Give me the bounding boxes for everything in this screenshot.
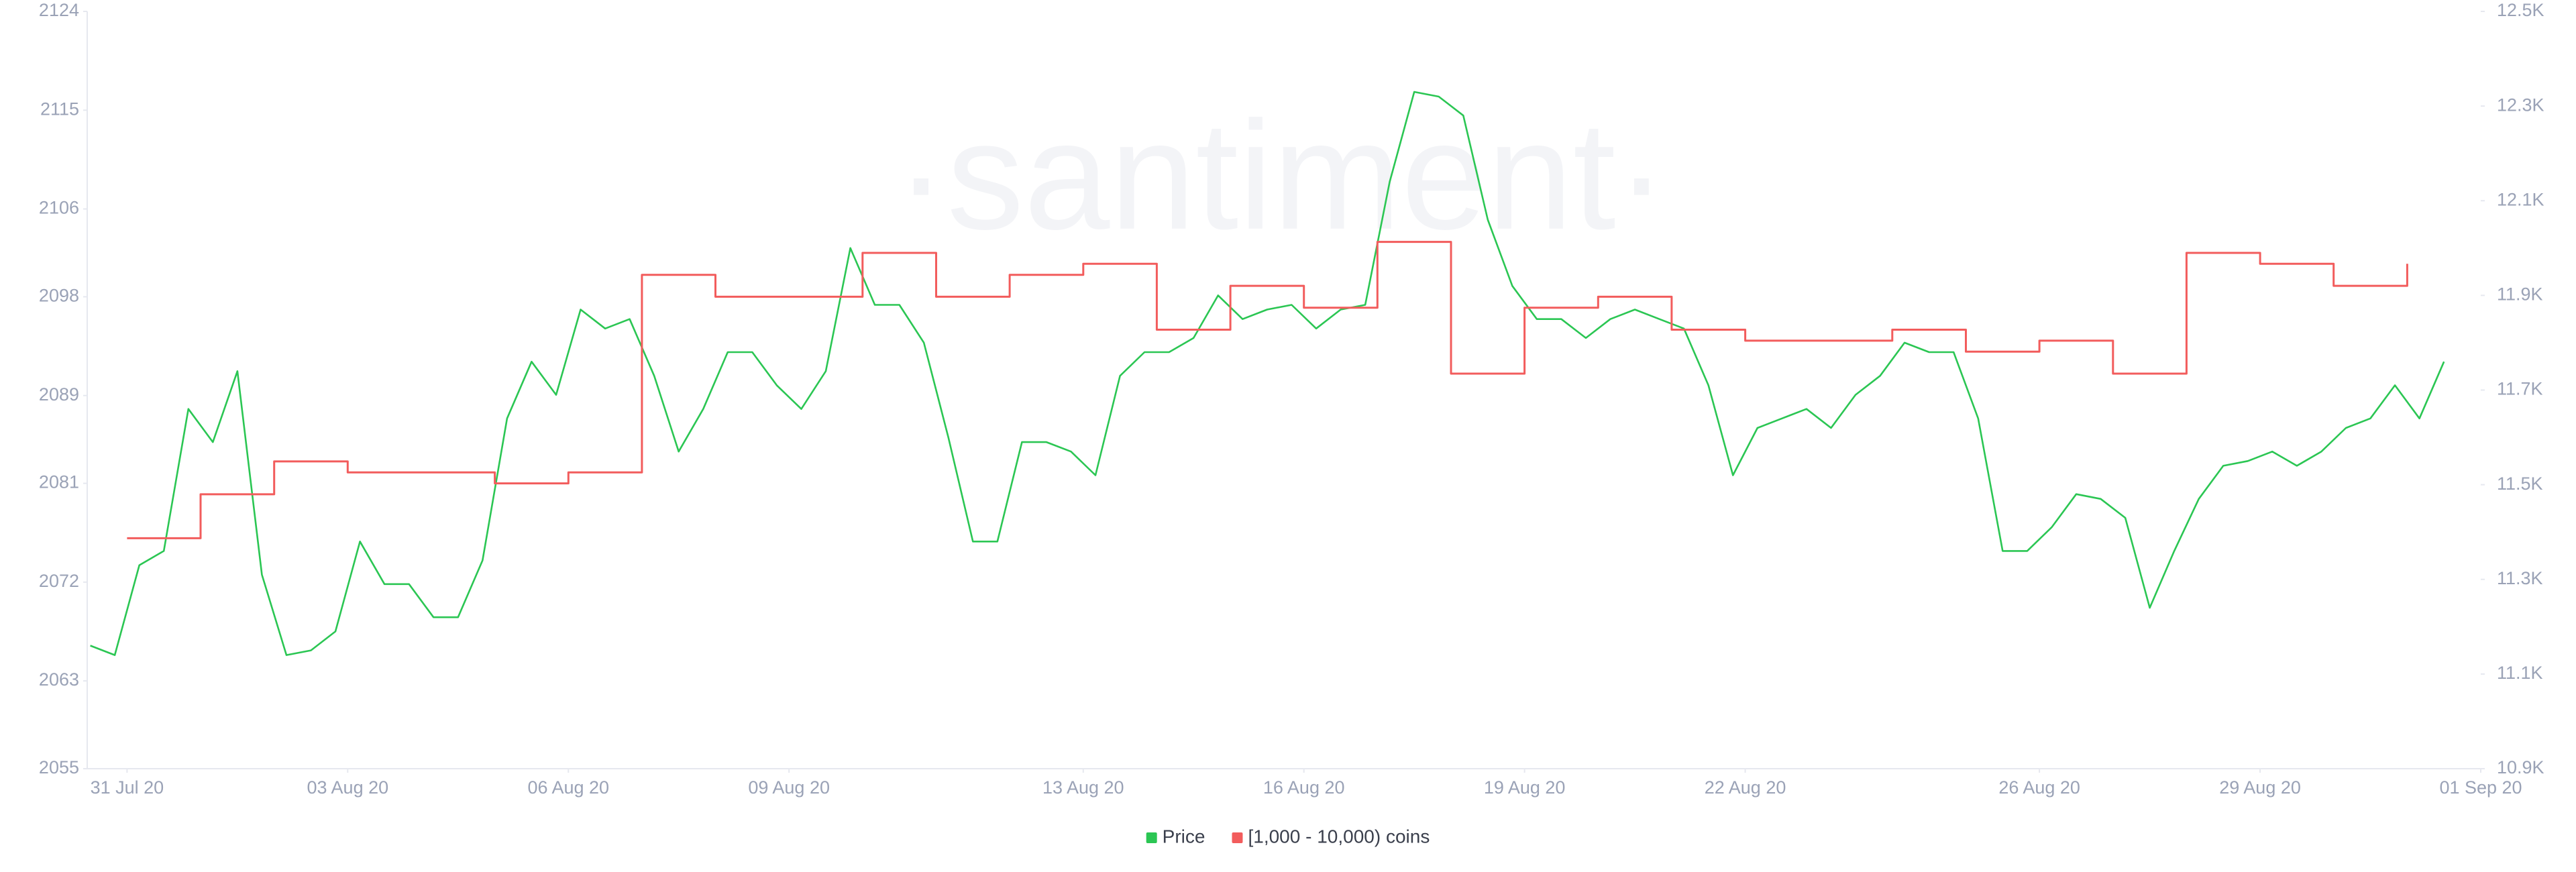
x-tick-label: 31 Jul 20 <box>91 777 164 798</box>
x-tick-label: 13 Aug 20 <box>1042 777 1124 798</box>
y2-tick-label: 12.3K <box>2497 95 2544 115</box>
y2-tick-label: 12.5K <box>2497 0 2544 20</box>
y2-tick-label: 11.9K <box>2497 284 2543 305</box>
legend: Price [1,000 - 10,000) coins <box>1146 826 1430 847</box>
y-tick-label: 2055 <box>39 757 79 777</box>
y-tick-label: 2072 <box>39 571 79 591</box>
x-tick-label: 29 Aug 20 <box>2219 777 2301 798</box>
legend-swatch <box>1232 832 1243 843</box>
x-tick-label: 01 Sep 20 <box>2439 777 2522 798</box>
y-tick-label: 2063 <box>39 669 79 690</box>
x-tick-label: 26 Aug 20 <box>1998 777 2080 798</box>
watermark: ·santiment· <box>896 89 1667 262</box>
y2-tick-label: 11.1K <box>2497 663 2543 683</box>
y2-tick-label: 11.5K <box>2497 474 2543 494</box>
series-line <box>90 91 2445 656</box>
y-tick-label: 2089 <box>39 384 79 404</box>
legend-label: Price <box>1163 826 1205 847</box>
y-tick-label: 2098 <box>39 286 79 306</box>
legend-label: [1,000 - 10,000) coins <box>1248 826 1430 847</box>
legend-swatch <box>1146 832 1157 843</box>
y2-tick-label: 11.7K <box>2497 379 2543 399</box>
x-tick-label: 22 Aug 20 <box>1705 777 1786 798</box>
y2-tick-label: 12.1K <box>2497 189 2544 209</box>
y-tick-label: 2124 <box>39 0 79 20</box>
y2-tick-label: 11.3K <box>2497 568 2543 588</box>
y-tick-label: 2115 <box>40 99 79 119</box>
x-tick-label: 16 Aug 20 <box>1263 777 1345 798</box>
x-tick-label: 03 Aug 20 <box>307 777 389 798</box>
y-tick-label: 2106 <box>39 198 79 218</box>
series-line <box>127 241 2408 539</box>
x-tick-label: 19 Aug 20 <box>1484 777 1566 798</box>
y2-tick-label: 10.9K <box>2497 757 2544 777</box>
y-tick-label: 2081 <box>39 472 79 492</box>
x-tick-label: 09 Aug 20 <box>748 777 830 798</box>
x-tick-label: 06 Aug 20 <box>527 777 609 798</box>
